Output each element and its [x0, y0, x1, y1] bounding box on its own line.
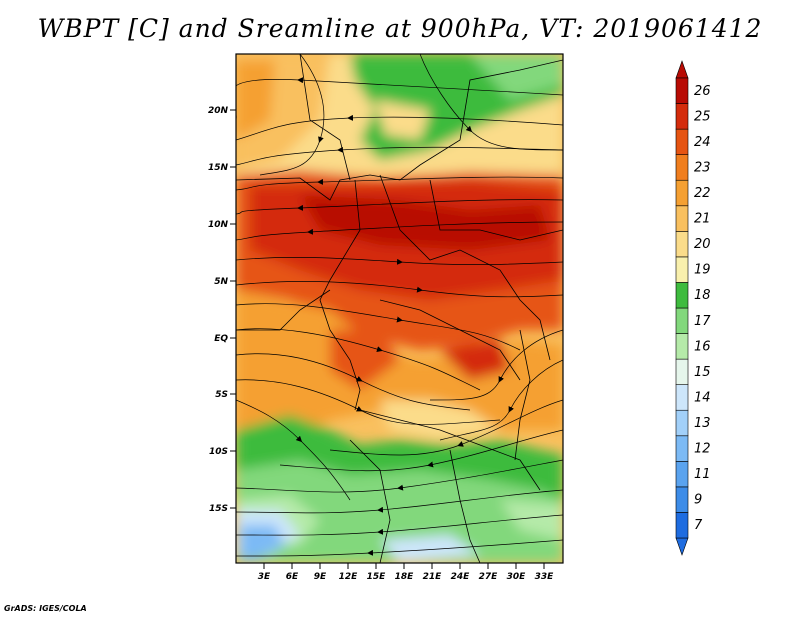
colorbar-segment — [675, 435, 689, 462]
colorbar-segment — [675, 256, 689, 283]
map-title: WBPT [C] and Sreamline at 900hPa, VT: 20… — [37, 14, 763, 43]
lon-label-21e: 21E — [423, 572, 443, 582]
colorbar-label: 7 — [694, 518, 703, 533]
lon-label-6e: 6E — [286, 572, 299, 582]
colorbar-label: 25 — [694, 109, 711, 124]
colorbar-label: 17 — [694, 314, 711, 329]
lon-label-3e: 3E — [258, 572, 271, 582]
longitude-axis: 3E 6E 9E 12E 15E 18E 21E 24E 27E 30E 33E — [258, 563, 554, 582]
lon-label-12e: 12E — [339, 572, 359, 582]
lat-label-10n: 10N — [208, 220, 229, 230]
colorbar-segment — [675, 461, 689, 488]
colorbar-label: 23 — [694, 160, 711, 175]
lat-label-15n: 15N — [208, 163, 229, 173]
map-frame — [235, 53, 564, 564]
colorbar-arrow-low — [675, 537, 689, 556]
colorbar-label: 15 — [694, 365, 711, 380]
lon-label-24e: 24E — [451, 572, 471, 582]
colorbar-segment — [675, 384, 689, 411]
colorbar-segment — [675, 333, 689, 360]
lon-label-18e: 18E — [395, 572, 415, 582]
colorbar-label: 14 — [694, 390, 711, 405]
streamlines — [236, 54, 563, 557]
colorbar-label: 18 — [694, 288, 711, 303]
lat-label-10s: 10S — [209, 447, 228, 457]
colorbar-segment — [675, 282, 689, 309]
colorbar: 7 9 11 12 13 14 15 16 17 18 19 20 21 22 23 24 25 26 — [675, 60, 711, 556]
grads-credit: GrADS: IGES/COLA — [4, 604, 87, 613]
lat-label-15s: 15S — [209, 504, 228, 514]
lon-label-15e: 15E — [367, 572, 387, 582]
colorbar-label: 20 — [694, 237, 711, 252]
colorbar-label: 13 — [694, 416, 711, 431]
colorbar-label: 22 — [694, 186, 711, 201]
colorbar-label: 16 — [694, 339, 711, 354]
colorbar-label: 9 — [694, 493, 702, 508]
lat-label-eq: EQ — [214, 334, 228, 344]
colorbar-segment — [675, 486, 689, 513]
country-borders — [236, 54, 563, 563]
colorbar-label: 24 — [694, 135, 711, 150]
colorbar-label: 19 — [694, 263, 711, 278]
lat-label-5s: 5S — [215, 390, 228, 400]
colorbar-segment — [675, 103, 689, 130]
lon-label-9e: 9E — [314, 572, 327, 582]
colorbar-segment — [675, 231, 689, 258]
colorbar-segment — [675, 128, 689, 155]
colorbar-segment — [675, 409, 689, 437]
colorbar-segment — [675, 512, 689, 539]
colorbar-arrow-high — [675, 60, 689, 79]
colorbar-label: 26 — [694, 84, 711, 99]
colorbar-segment — [675, 179, 689, 207]
colorbar-segment — [675, 205, 689, 232]
colorbar-segment — [675, 307, 689, 334]
latitude-axis: 20N 15N 10N 5N EQ 5S 10S 15S — [208, 106, 236, 514]
lon-label-27e: 27E — [479, 572, 499, 582]
wbpt-shaded-field — [236, 54, 563, 563]
lon-label-33e: 33E — [535, 572, 555, 582]
colorbar-label: 12 — [694, 442, 711, 457]
colorbar-segment — [675, 77, 689, 104]
colorbar-label: 11 — [694, 467, 711, 482]
colorbar-segment — [675, 358, 689, 385]
lon-label-30e: 30E — [507, 572, 527, 582]
colorbar-label: 21 — [694, 212, 711, 227]
colorbar-segment — [675, 154, 689, 181]
lat-label-5n: 5N — [214, 277, 228, 287]
lat-label-20n: 20N — [208, 106, 229, 116]
